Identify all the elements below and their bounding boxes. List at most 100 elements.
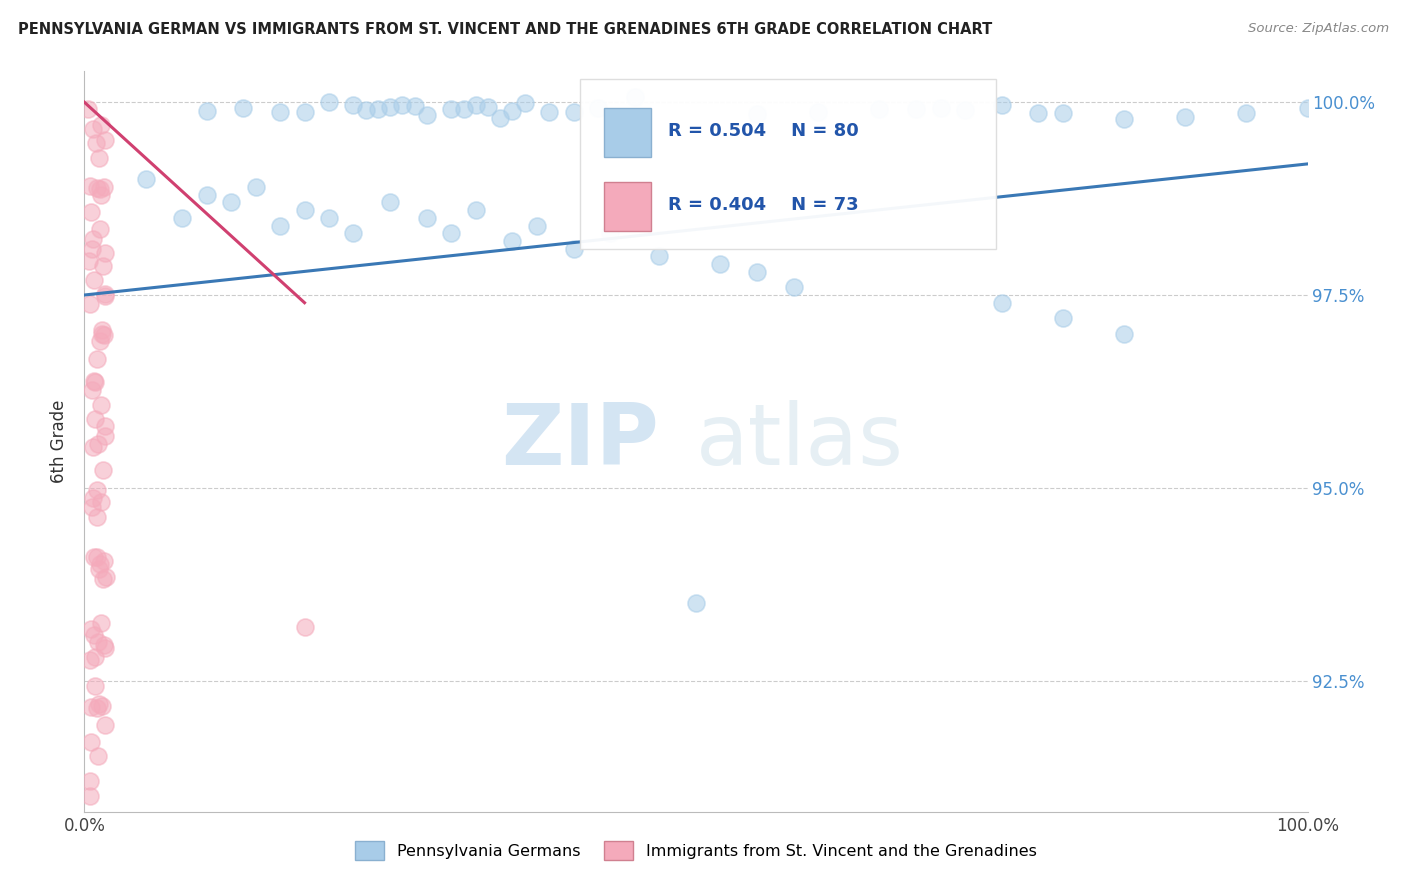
Point [90,119,112,133]
Point [747,265,769,279]
Point [709,257,731,271]
Text: R = 0.404    N = 73: R = 0.404 N = 73 [668,195,859,213]
Point [89,222,111,236]
Point [135,172,157,186]
Point [79,773,101,788]
Point [869,103,891,117]
Point [89,698,111,712]
FancyBboxPatch shape [605,183,651,230]
Point [84,650,107,665]
Point [83,412,105,426]
Point [93,180,115,194]
Point [513,96,536,111]
Point [84,136,107,150]
Point [83,374,105,388]
Point [905,102,928,116]
Point [90,615,112,630]
FancyBboxPatch shape [579,78,995,249]
Point [526,219,548,233]
Point [87,635,110,649]
Point [93,554,115,568]
Point [91,463,114,477]
Point [82,491,104,505]
Point [83,272,105,286]
Point [747,107,769,121]
Point [380,100,402,114]
Point [87,436,110,450]
Point [416,108,439,122]
Point [82,440,104,454]
Point [83,549,105,564]
Point [1114,112,1136,126]
Text: R = 0.504    N = 80: R = 0.504 N = 80 [668,121,859,139]
Point [232,101,254,115]
Text: atlas: atlas [696,400,904,483]
Point [172,211,194,225]
Point [94,418,117,433]
Point [77,253,100,268]
Point [89,182,111,196]
Point [953,103,976,117]
Point [91,326,114,341]
Point [562,242,585,256]
Text: Source: ZipAtlas.com: Source: ZipAtlas.com [1249,22,1389,36]
Point [195,187,218,202]
Point [82,122,104,136]
Point [79,789,101,804]
Point [84,679,107,693]
Point [86,181,108,195]
Point [1052,106,1074,120]
Point [219,195,242,210]
Point [404,99,426,113]
Point [91,323,114,337]
Point [294,203,316,218]
Point [991,295,1014,310]
Point [648,249,671,263]
Point [86,549,108,564]
Point [783,280,806,294]
Point [586,101,609,115]
Point [502,234,524,248]
Point [86,701,108,715]
Point [562,105,585,120]
Point [91,259,114,273]
Point [94,570,117,584]
Point [79,204,101,219]
Point [929,101,952,115]
Point [807,105,830,120]
Point [79,653,101,667]
Point [318,95,340,110]
Point [94,289,117,303]
Point [367,102,389,116]
Legend: Pennsylvania Germans, Immigrants from St. Vincent and the Grenadines: Pennsylvania Germans, Immigrants from St… [349,834,1043,867]
Point [477,99,499,113]
Point [87,562,110,576]
Point [93,328,115,343]
Point [90,188,112,202]
Point [1028,105,1050,120]
Point [538,104,561,119]
Point [1114,326,1136,341]
Point [89,557,111,571]
Point [440,102,463,116]
Point [82,232,104,246]
Point [90,398,112,412]
Point [86,351,108,366]
Text: ZIP: ZIP [502,400,659,483]
Point [80,699,103,714]
Point [93,132,115,146]
Point [380,195,402,210]
Point [87,151,110,165]
Point [87,749,110,764]
Point [342,97,364,112]
Point [86,510,108,524]
Point [86,483,108,497]
Point [245,180,267,194]
Point [342,227,364,241]
Point [93,246,115,260]
Y-axis label: 6th Grade: 6th Grade [51,400,69,483]
Point [685,597,707,611]
Point [195,103,218,118]
Point [624,90,647,104]
Point [489,111,512,125]
